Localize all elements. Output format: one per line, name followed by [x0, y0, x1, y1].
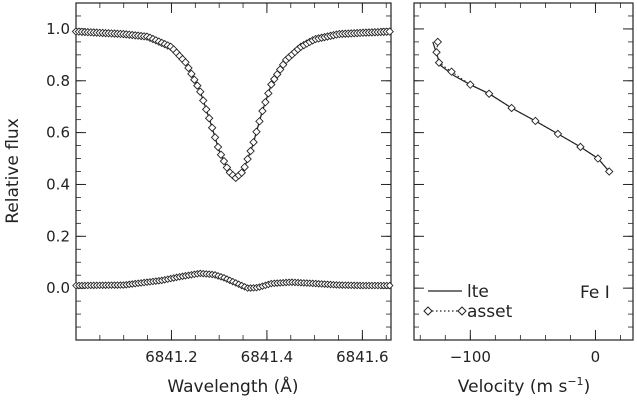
y-tick-label: 0.6: [46, 124, 70, 142]
right-x-axis-title-close: ): [584, 377, 591, 397]
asset-profile-marker: [246, 146, 255, 156]
asset-profile-marker: [204, 113, 214, 123]
asset-profile-marker: [207, 123, 217, 132]
legend: lte asset: [423, 282, 513, 322]
asset-profile-marker: [196, 87, 205, 96]
asset-bisector-marker: [466, 80, 475, 89]
asset-profile-marker: [255, 117, 264, 126]
residual-marker: [385, 281, 394, 290]
asset-profile-marker: [385, 27, 394, 36]
asset-bisector-marker: [434, 58, 444, 67]
lte-bisector-line: [432, 41, 610, 172]
y-tick-label: 0.8: [46, 72, 70, 90]
asset-profile-marker: [258, 106, 267, 116]
asset-bisector-marker: [484, 89, 494, 98]
asset-profile-marker: [213, 142, 223, 152]
legend-asset-diamond-left: [423, 306, 433, 316]
right-x-axis-title-main: Velocity (m s: [458, 377, 568, 397]
right-velocity-panel: −100 0 Velocity (m s−1) lte asset Fe I: [413, 2, 634, 397]
asset-bisector-marker: [553, 129, 563, 139]
y-axis-title: Relative flux: [3, 118, 23, 224]
left-series-group: [71, 27, 394, 292]
asset-profile-marker: [219, 156, 229, 166]
left-x-axis-title: Wavelength (Å): [167, 375, 298, 397]
left-x-tick-label: 6841.2: [145, 348, 198, 366]
asset-profile-marker: [181, 58, 190, 67]
y-tick-label: 0.0: [46, 279, 70, 297]
left-axis-ticks: 0.0 0.2 0.4 0.6 0.8 1.0 6841.2 6841.4 6841.6: [46, 2, 391, 366]
legend-asset-diamond-right: [457, 306, 467, 316]
y-tick-label: 0.4: [46, 175, 70, 193]
asset-bisector-marker: [604, 167, 614, 176]
asset-profile-marker: [252, 127, 261, 136]
right-series-group: [432, 37, 614, 176]
right-x-tick-label: 0: [591, 348, 601, 366]
right-x-axis-title: Velocity (m s−1): [458, 375, 590, 397]
right-x-axis-title-exponent: −1: [567, 375, 583, 388]
asset-profile-marker: [240, 162, 249, 172]
y-tick-label: 1.0: [46, 20, 70, 38]
asset-profile-marker: [201, 105, 211, 114]
asset-profile-marker: [264, 89, 273, 98]
asset-profile-marker: [199, 96, 208, 105]
asset-profile-marker: [190, 75, 199, 84]
left-spectrum-panel: 0.0 0.2 0.4 0.6 0.8 1.0 6841.2 6841.4 6841.6 Wav…: [3, 2, 394, 397]
asset-profile-marker: [193, 81, 202, 90]
left-x-tick-label: 6841.6: [336, 348, 389, 366]
legend-asset-label: asset: [467, 302, 513, 322]
asset-profile-marker: [184, 63, 193, 73]
asset-profile-marker: [237, 168, 246, 177]
asset-profile-marker: [249, 137, 258, 147]
lte-profile-line: [75, 30, 392, 179]
asset-profile-marker: [261, 97, 270, 107]
asset-bisector-marker: [447, 67, 456, 76]
left-plot-frame: [75, 2, 392, 341]
y-tick-label: 0.2: [46, 227, 70, 245]
asset-bisector-marker: [593, 154, 603, 163]
asset-bisector-marker: [531, 116, 540, 126]
legend-lte-label: lte: [467, 282, 489, 302]
right-axis-ticks: −100 0: [414, 2, 633, 366]
asset-bisector-marker: [507, 103, 516, 113]
asset-bisector-marker: [576, 142, 585, 152]
asset-bisector-marker: [433, 37, 443, 47]
asset-profile-marker: [267, 80, 276, 89]
element-annotation: Fe I: [580, 283, 610, 303]
asset-bisector-line: [435, 41, 610, 172]
asset-bisector-marker: [432, 48, 441, 57]
asset-profile-marker: [187, 69, 196, 79]
asset-profile-marker: [243, 154, 252, 164]
asset-profile-marker: [216, 150, 226, 159]
asset-profile-marker: [222, 163, 232, 172]
right-x-tick-label: −100: [450, 348, 491, 366]
asset-profile-marker: [210, 133, 220, 142]
left-x-tick-label: 6841.4: [241, 348, 294, 366]
